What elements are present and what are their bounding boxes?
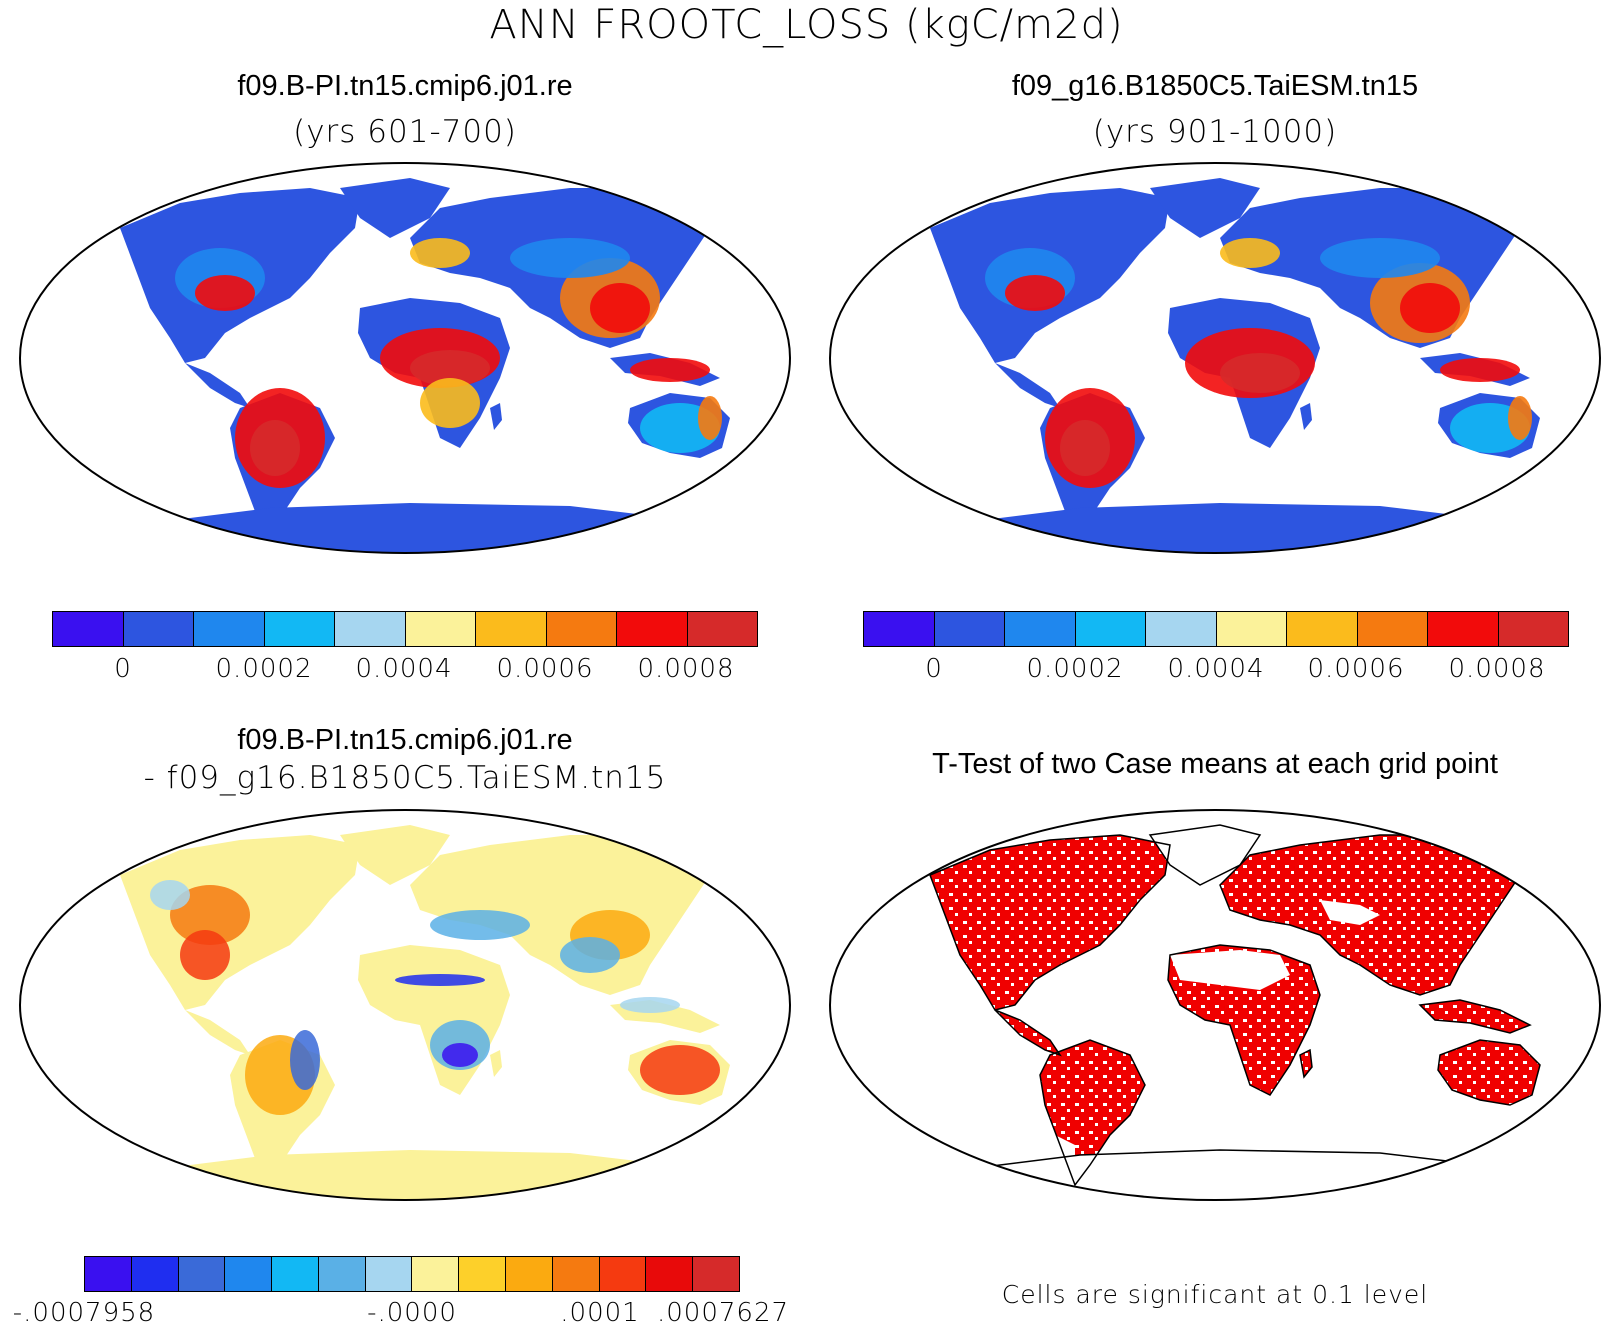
colorbar-top-left <box>52 611 758 647</box>
colorbar-swatch <box>552 1257 600 1291</box>
panel-subtitle-top-left: (yrs 601-700) <box>293 114 517 150</box>
colorbar-swatch <box>934 612 1005 646</box>
colorbar-swatch <box>1216 612 1287 646</box>
tick-label: 0.0006 <box>496 654 594 684</box>
colorbar-swatch <box>1498 612 1568 646</box>
hotspots <box>985 238 1532 488</box>
colorbar-swatch <box>646 1257 694 1291</box>
colorbar-swatch <box>687 612 757 646</box>
colorbar-swatch <box>599 1257 647 1291</box>
colorbar-swatch <box>506 1257 553 1291</box>
colorbar-swatch <box>123 612 194 646</box>
tick-label: 0.0004 <box>1167 654 1265 684</box>
colorbar-bottom-left <box>84 1256 740 1292</box>
tick-label: 0.0004 <box>355 654 453 684</box>
tick-label: 0 <box>925 654 943 684</box>
panel-title-top-right: f09_g16.B1850C5.TaiESM.tn15 <box>1011 70 1419 102</box>
colorbar-swatch <box>1357 612 1428 646</box>
colorbar-swatch <box>335 612 406 646</box>
colorbar-top-right <box>863 611 1569 647</box>
tick-label: 0.0008 <box>637 654 735 684</box>
tick-label: 0.0008 <box>1448 654 1546 684</box>
panel-subtitle-top-right: (yrs 901-1000) <box>1092 114 1338 150</box>
anomalies <box>150 880 720 1115</box>
colorbar-swatch <box>405 612 476 646</box>
tick-label: .0007627 <box>656 1298 790 1328</box>
colorbar-swatch <box>85 1257 132 1291</box>
colorbar-swatch <box>178 1257 226 1291</box>
hotspots <box>175 238 722 488</box>
colorbar-swatch <box>693 1257 739 1291</box>
colorbar-swatch <box>194 612 265 646</box>
colorbar-swatch <box>131 1257 179 1291</box>
colorbar-swatch <box>546 612 617 646</box>
map-bottom-left <box>19 809 791 1201</box>
tick-label: 0 <box>114 654 132 684</box>
map-top-left <box>19 162 791 554</box>
panel-title-bottom-left: f09.B-PI.tn15.cmip6.j01.re <box>237 724 573 756</box>
panel-title-bottom-right: T-Test of two Case means at each grid po… <box>932 748 1498 780</box>
colorbar-swatch <box>476 612 547 646</box>
colorbar-swatch <box>412 1257 460 1291</box>
tick-label: 0.0006 <box>1307 654 1405 684</box>
colorbar-swatch <box>617 612 688 646</box>
tick-label: 0.0002 <box>215 654 313 684</box>
tick-label: -.0000 <box>367 1298 457 1328</box>
map-bottom-right <box>829 809 1601 1201</box>
colorbar-swatch <box>53 612 124 646</box>
panel-subtitle-bottom-left: - f09_g16.B1850C5.TaiESM.tn15 <box>143 760 667 796</box>
tick-label: 0.0002 <box>1026 654 1124 684</box>
colorbar-swatch <box>459 1257 507 1291</box>
colorbar-swatch <box>1287 612 1358 646</box>
colorbar-swatch <box>318 1257 366 1291</box>
panel-title-top-left: f09.B-PI.tn15.cmip6.j01.re <box>237 70 573 102</box>
colorbar-swatch <box>1146 612 1217 646</box>
colorbar-swatch <box>365 1257 413 1291</box>
tick-label: .0001 <box>560 1298 640 1328</box>
map-top-right <box>829 162 1601 554</box>
colorbar-swatch <box>272 1257 319 1291</box>
colorbar-swatch <box>225 1257 273 1291</box>
colorbar-swatch <box>864 612 935 646</box>
tick-label: -.0007958 <box>12 1298 156 1328</box>
colorbar-swatch <box>1428 612 1499 646</box>
colorbar-swatch <box>1005 612 1076 646</box>
colorbar-swatch <box>264 612 335 646</box>
colorbar-swatch <box>1075 612 1146 646</box>
figure-title: ANN FROOTC_LOSS (kgC/m2d) <box>489 2 1124 48</box>
significance-note: Cells are significant at 0.1 level <box>1001 1280 1429 1309</box>
